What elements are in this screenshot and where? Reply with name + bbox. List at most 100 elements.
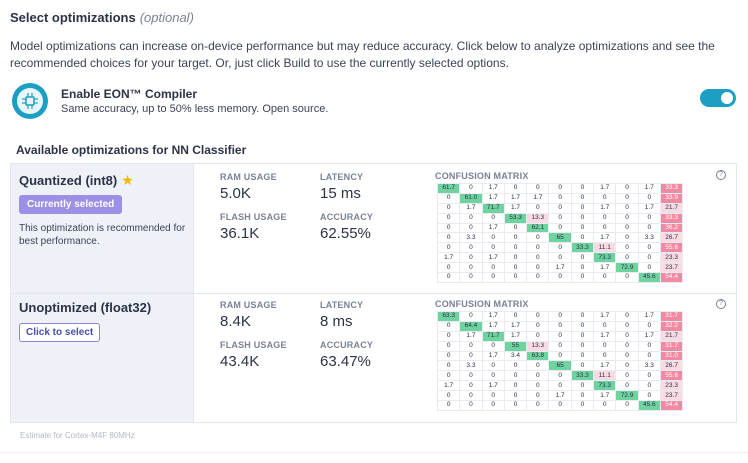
optimization-card-int8[interactable]: Quantized (int8) ★ Currently selected Thi…: [10, 163, 737, 294]
matrix-cell: 0: [593, 212, 617, 224]
matrix-cell: 1.7: [548, 262, 572, 274]
matrix-cell: 0: [459, 242, 483, 254]
flash-label: FLASH USAGE: [220, 340, 287, 350]
matrix-cell: 3.3: [637, 232, 661, 244]
matrix-cell: 3.3: [459, 232, 483, 244]
matrix-cell-uncertain: 33.9: [659, 192, 684, 204]
matrix-cell: 0: [436, 360, 461, 372]
accuracy-value: 63.47%: [320, 353, 371, 370]
matrix-cell: 0: [615, 340, 639, 352]
matrix-cell-uncertain: 31.7: [659, 340, 684, 352]
matrix-cell: 0: [503, 311, 528, 322]
matrix-cell: 0: [637, 252, 661, 264]
matrix-cell: 0: [570, 350, 595, 362]
matrix-cell: 0: [526, 272, 550, 283]
matrix-row: 0 0 0 53.3 13.3 0 0 0 0 0 33.3: [436, 212, 684, 224]
matrix-cell: 1.7: [593, 311, 617, 322]
matrix-cell: 0: [481, 370, 505, 382]
eon-icon-inner: [17, 88, 43, 114]
matrix-cell: 0: [481, 212, 505, 224]
matrix-cell: 0: [570, 192, 595, 204]
matrix-cell: 1.7: [481, 222, 505, 234]
matrix-cell: 45.6: [637, 400, 661, 411]
matrix-row: 0 0 0 0 0 1.7 0 1.7 72.9 0 23.7: [436, 262, 684, 274]
matrix-cell: 0: [503, 262, 528, 274]
estimate-footnote: Estimate for Cortex-M4F 80MHz: [20, 431, 135, 440]
matrix-cell: 1.7: [481, 380, 505, 392]
matrix-cell: 0: [481, 340, 505, 352]
matrix-cell: 73.3: [593, 252, 617, 264]
optional-tag: (optional): [139, 10, 194, 25]
currently-selected-badge[interactable]: Currently selected: [19, 195, 123, 214]
matrix-cell: 3.3: [637, 360, 661, 372]
click-to-select-button[interactable]: Click to select: [19, 323, 101, 342]
matrix-cell-uncertain: 55.6: [659, 370, 684, 382]
matrix-cell: 65: [548, 232, 572, 244]
help-icon[interactable]: ?: [716, 170, 726, 180]
matrix-cell: 0: [526, 400, 550, 411]
matrix-cell: 0: [503, 272, 528, 283]
matrix-cell: 1.7: [481, 350, 505, 362]
matrix-cell: 0: [593, 192, 617, 204]
matrix-row: 0 1.7 71.7 1.7 0 0 0 1.7 0 1.7 21.7: [436, 202, 684, 214]
matrix-cell: 0: [436, 202, 461, 214]
matrix-cell-uncertain: 54.4: [659, 400, 684, 411]
matrix-row: 0 64.4 1.7 1.7 0 0 0 0 0 0 32.2: [436, 320, 684, 332]
matrix-cell-uncertain: 54.4: [659, 272, 684, 283]
matrix-cell: 0: [615, 350, 639, 362]
matrix-cell: 1.7: [637, 202, 661, 214]
matrix-row: 61.7 0 1.7 0 0 0 0 1.7 0 1.7 33.3: [436, 183, 684, 194]
matrix-cell: 0: [436, 340, 461, 352]
accuracy-label: ACCURACY: [320, 212, 374, 222]
matrix-cell: 0: [637, 380, 661, 392]
help-icon[interactable]: ?: [716, 299, 726, 309]
model-name: Unoptimized (float32): [19, 300, 152, 315]
matrix-cell: 0: [436, 192, 461, 204]
matrix-cell: 0: [503, 232, 528, 244]
model-name-text: Quantized (int8): [19, 173, 118, 188]
matrix-cell: 0: [570, 232, 595, 244]
matrix-cell: 0: [459, 340, 483, 352]
latency-label: LATENCY: [320, 172, 364, 182]
matrix-cell: 0: [548, 242, 572, 254]
matrix-cell: 0: [459, 311, 483, 322]
matrix-cell: 0: [615, 183, 639, 194]
matrix-cell: 0: [570, 212, 595, 224]
matrix-cell: 0: [436, 272, 461, 283]
matrix-cell: 0: [548, 380, 572, 392]
matrix-cell: 0: [436, 232, 461, 244]
matrix-cell: 62.1: [526, 222, 550, 234]
matrix-cell: 0: [436, 350, 461, 362]
matrix-cell: 0: [526, 390, 550, 402]
matrix-cell: 64.4: [459, 320, 483, 332]
matrix-cell: 0: [526, 183, 550, 194]
confusion-matrix: 61.7 0 1.7 0 0 0 0 1.7 0 1.7 33.3 0 61.0 1.7 1.7 1.7 0 0 0…: [436, 183, 684, 283]
matrix-cell: 0: [548, 272, 572, 283]
matrix-cell: 1.7: [637, 311, 661, 322]
confusion-matrix: 63.3 0 1.7 0 0 0 0 1.7 0 1.7 31.7 0 64.4 1.7 1.7 0 0 0 0 0 0…: [436, 311, 684, 411]
matrix-cell: 0: [459, 212, 483, 224]
matrix-cell: 0: [615, 311, 639, 322]
matrix-cell: 33.3: [570, 242, 595, 254]
matrix-row: 1.7 0 1.7 0 0 0 0 73.3 0 0 23.3: [436, 252, 684, 264]
matrix-row: 0 0 0 55 13.3 0 0 0 0 0 31.7: [436, 340, 684, 352]
title-text: Select optimizations: [10, 10, 136, 25]
matrix-cell: 71.7: [481, 330, 505, 342]
matrix-cell: 0: [481, 232, 505, 244]
matrix-cell: 0: [548, 400, 572, 411]
matrix-cell: 0: [481, 262, 505, 274]
matrix-row: 1.7 0 1.7 0 0 0 0 73.3 0 0 23.3: [436, 380, 684, 392]
card-left-pane: Unoptimized (float32) Click to select: [11, 294, 194, 422]
matrix-cell: 0: [570, 222, 595, 234]
matrix-cell: 0: [436, 400, 461, 411]
matrix-cell: 0: [526, 360, 550, 372]
ram-label: RAM USAGE: [220, 172, 277, 182]
latency-label: LATENCY: [320, 300, 364, 310]
matrix-cell-uncertain: 33.3: [659, 212, 684, 224]
matrix-cell-uncertain: 33.3: [659, 183, 684, 194]
optimization-card-float32[interactable]: Unoptimized (float32) Click to select RA…: [10, 294, 737, 423]
matrix-cell: 0: [548, 222, 572, 234]
eon-toggle[interactable]: [700, 89, 736, 107]
matrix-cell: 1.7: [593, 360, 617, 372]
matrix-cell-uncertain: 32.2: [659, 320, 684, 332]
